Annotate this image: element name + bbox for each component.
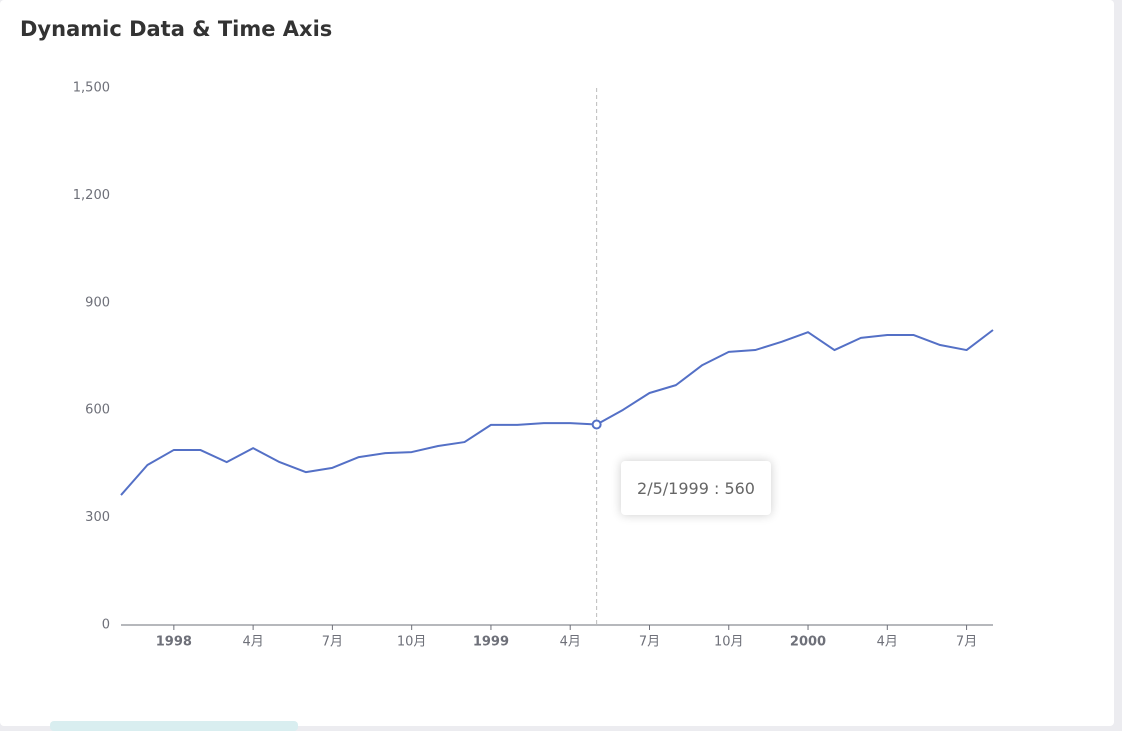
y-tick-label: 300	[85, 510, 110, 525]
x-tick-label: 7月	[956, 635, 977, 650]
hover-point	[591, 419, 602, 430]
x-tick-label: 1998	[156, 635, 192, 650]
x-tick-label: 7月	[639, 635, 660, 650]
x-tick-label: 2000	[790, 635, 826, 650]
y-tick-label: 1,500	[73, 81, 110, 96]
y-tick-label: 600	[85, 403, 110, 418]
x-tick-label: 1999	[473, 635, 509, 650]
y-tick-label: 900	[85, 295, 110, 310]
series-line	[120, 329, 994, 496]
x-tick-label: 10月	[714, 635, 744, 650]
x-tick-label: 4月	[560, 635, 581, 650]
x-tick-label: 4月	[877, 635, 898, 650]
y-tick-label: 0	[102, 618, 110, 633]
tooltip: 2/5/1999 : 560	[621, 461, 771, 515]
x-tick-label: 7月	[322, 635, 343, 650]
chart-title: Dynamic Data & Time Axis	[20, 17, 332, 41]
x-tick-label: 4月	[242, 635, 263, 650]
x-tick-label: 10月	[397, 635, 427, 650]
panel-edge	[50, 721, 298, 731]
y-tick-label: 1,200	[73, 188, 110, 203]
